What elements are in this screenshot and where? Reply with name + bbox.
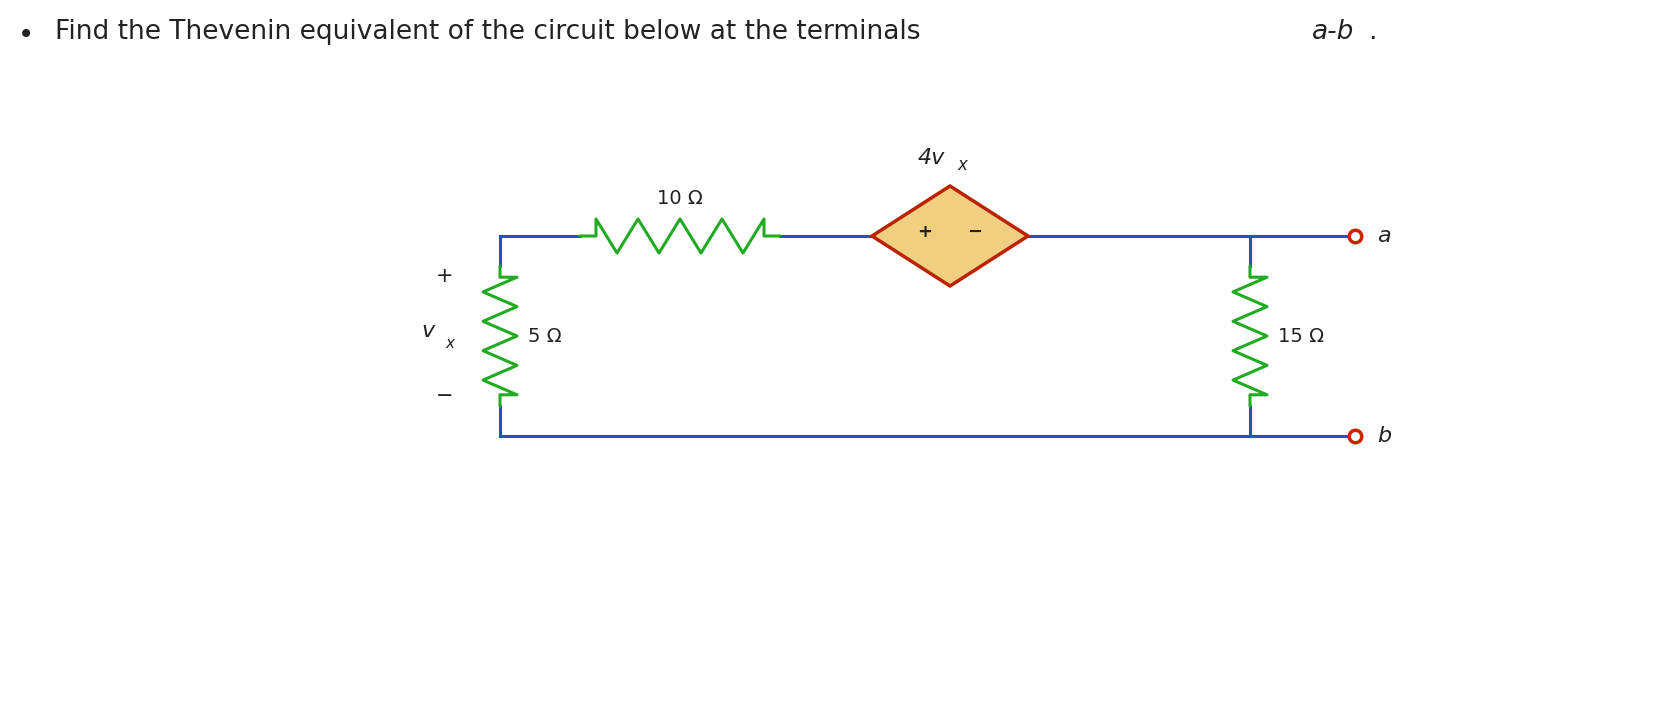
- Polygon shape: [872, 186, 1027, 286]
- Text: a: a: [1378, 226, 1391, 246]
- Text: −: −: [437, 386, 454, 406]
- Text: 10 Ω: 10 Ω: [657, 189, 702, 208]
- Text: v: v: [422, 321, 435, 341]
- Text: x: x: [445, 337, 454, 352]
- Text: +: +: [917, 223, 932, 241]
- Text: x: x: [957, 156, 967, 174]
- Text: +: +: [437, 266, 454, 286]
- Text: −: −: [967, 223, 982, 241]
- Text: b: b: [1378, 426, 1391, 446]
- Text: a-b: a-b: [1313, 19, 1354, 45]
- Text: .: .: [1368, 19, 1376, 45]
- Text: Find the Thevenin equivalent of the circuit below at the terminals: Find the Thevenin equivalent of the circ…: [55, 19, 929, 45]
- Text: 15 Ω: 15 Ω: [1278, 326, 1324, 346]
- Text: 5 Ω: 5 Ω: [529, 326, 562, 346]
- Text: •: •: [18, 21, 35, 49]
- Text: 4v: 4v: [917, 148, 946, 168]
